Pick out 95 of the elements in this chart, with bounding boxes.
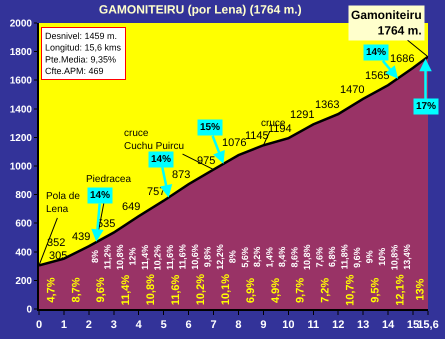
- annotation: 11,4%: [140, 244, 150, 270]
- annotation: 8,6%: [290, 247, 300, 268]
- y-tick-label: 1400: [10, 104, 32, 116]
- annotation: Longitud: 15,6 kms: [45, 42, 122, 53]
- annotation: 10,1%: [220, 274, 232, 306]
- x-tick-label: 0: [36, 319, 42, 332]
- annotation: 10,2%: [152, 244, 162, 270]
- x-tick-label: 2: [86, 319, 92, 332]
- annotation: cruce Cuchu Puircu: [124, 128, 184, 152]
- annotation: 11,6%: [170, 274, 182, 306]
- y-tick-label: 600: [15, 218, 32, 230]
- annotation: 10,7%: [344, 274, 357, 306]
- annotation: 14%: [151, 154, 172, 165]
- x-tick-label: 1: [60, 319, 68, 332]
- x-tick-label: 14: [382, 319, 396, 332]
- annotation: 12%: [128, 247, 138, 266]
- y-tick-label: 800: [15, 190, 32, 202]
- y-tick-label: 1600: [10, 76, 32, 87]
- y-tick-label: 0: [26, 304, 32, 316]
- x-tick-label: 4: [136, 319, 143, 332]
- annotation: 7,6%: [314, 246, 325, 268]
- data-label: 1076: [222, 137, 246, 149]
- annotation: 14%: [90, 190, 110, 201]
- annotation: 10,8%: [302, 244, 312, 270]
- x-tick-label: 3: [110, 319, 117, 332]
- data-label: 649: [122, 201, 140, 213]
- annotation: 9,5%: [370, 277, 382, 303]
- annotation: Pte.Media: 9,35%: [45, 54, 116, 64]
- x-tick-label: 7: [210, 319, 217, 332]
- annotation: 10%: [376, 248, 387, 266]
- annotation: 14%: [366, 47, 386, 58]
- data-label: 1686: [390, 53, 414, 65]
- annotation: 6,8%: [327, 246, 338, 267]
- y-tick-label: 1800: [10, 47, 32, 58]
- x-tick-label: 5: [160, 319, 167, 332]
- data-label: 1363: [315, 99, 340, 111]
- x-tick-label: 6: [186, 319, 192, 332]
- annotation: 12,1%: [394, 274, 406, 306]
- chart-title: GAMONITEIRU (por Lena) (1764 m.): [98, 2, 302, 16]
- x-tick-label: 8: [235, 319, 242, 332]
- annotation: 8,4%: [277, 246, 288, 268]
- annotation: 9,6%: [95, 277, 108, 302]
- annotation: 8,7%: [70, 277, 82, 303]
- x-tick-label: 12: [332, 319, 344, 332]
- x-tick-label: 11: [307, 319, 320, 332]
- annotation: 7,2%: [320, 278, 332, 303]
- y-tick-label: 200: [15, 276, 32, 287]
- annotation: 10,8%: [115, 244, 126, 270]
- annotation: 10,8%: [389, 244, 400, 270]
- annotation: 13,4%: [402, 244, 412, 270]
- data-label: 873: [172, 169, 190, 181]
- annotation: Gamoniteiru 1764 m.: [351, 8, 422, 38]
- annotation: 11,4%: [120, 274, 132, 306]
- annotation: 12,2%: [214, 244, 225, 270]
- annotation: 8%: [90, 250, 100, 264]
- annotation: 11,6%: [177, 244, 188, 270]
- annotation: Cfte.APM: 469: [45, 66, 104, 76]
- annotation: 4,7%: [45, 277, 58, 303]
- data-label: 975: [197, 155, 216, 167]
- x-tick-label: 10: [282, 319, 294, 332]
- data-label: 1470: [340, 84, 364, 96]
- annotation: Pola de Lena: [46, 191, 80, 215]
- y-tick-label: 1200: [10, 132, 32, 144]
- annotation: 15%: [200, 122, 220, 133]
- data-label: 1565: [365, 70, 390, 82]
- annotation: 17%: [416, 101, 436, 112]
- annotation: Desnivel: 1459 m.: [45, 31, 118, 41]
- annotation: 5,6%: [240, 247, 250, 268]
- data-label: 1291: [290, 109, 314, 121]
- x-tick-label: 13: [357, 319, 370, 332]
- data-label: 439: [72, 231, 90, 243]
- annotation: 1,4%: [264, 247, 275, 268]
- annotation: 9%: [364, 250, 374, 264]
- annotation: 10,6%: [190, 244, 200, 270]
- annotation: 10,2%: [194, 274, 207, 306]
- annotation: 9,7%: [294, 278, 307, 303]
- y-tick-label: 400: [15, 247, 32, 258]
- y-tick-label: 2000: [10, 18, 32, 30]
- annotation: 11,6%: [164, 244, 175, 270]
- annotation: Piedracea: [86, 174, 132, 185]
- annotation: 10,8%: [145, 274, 158, 306]
- x-tick-label: 15,6: [417, 319, 439, 332]
- annotation: 6,9%: [244, 278, 257, 304]
- x-tick-label: 15: [406, 319, 420, 332]
- annotation: 9,8%: [202, 246, 212, 268]
- annotation: 13%: [414, 278, 426, 301]
- data-label: 352: [47, 237, 66, 249]
- x-tick-label: 9: [260, 319, 266, 332]
- annotation: 4,9%: [270, 278, 282, 304]
- annotation: 8,2%: [252, 246, 262, 268]
- annotation: 11,2%: [102, 244, 113, 270]
- annotation: 11,8%: [340, 244, 350, 270]
- annotation: 8%: [227, 250, 238, 264]
- y-tick-label: 1000: [10, 162, 32, 172]
- annotation: 9,6%: [352, 247, 362, 268]
